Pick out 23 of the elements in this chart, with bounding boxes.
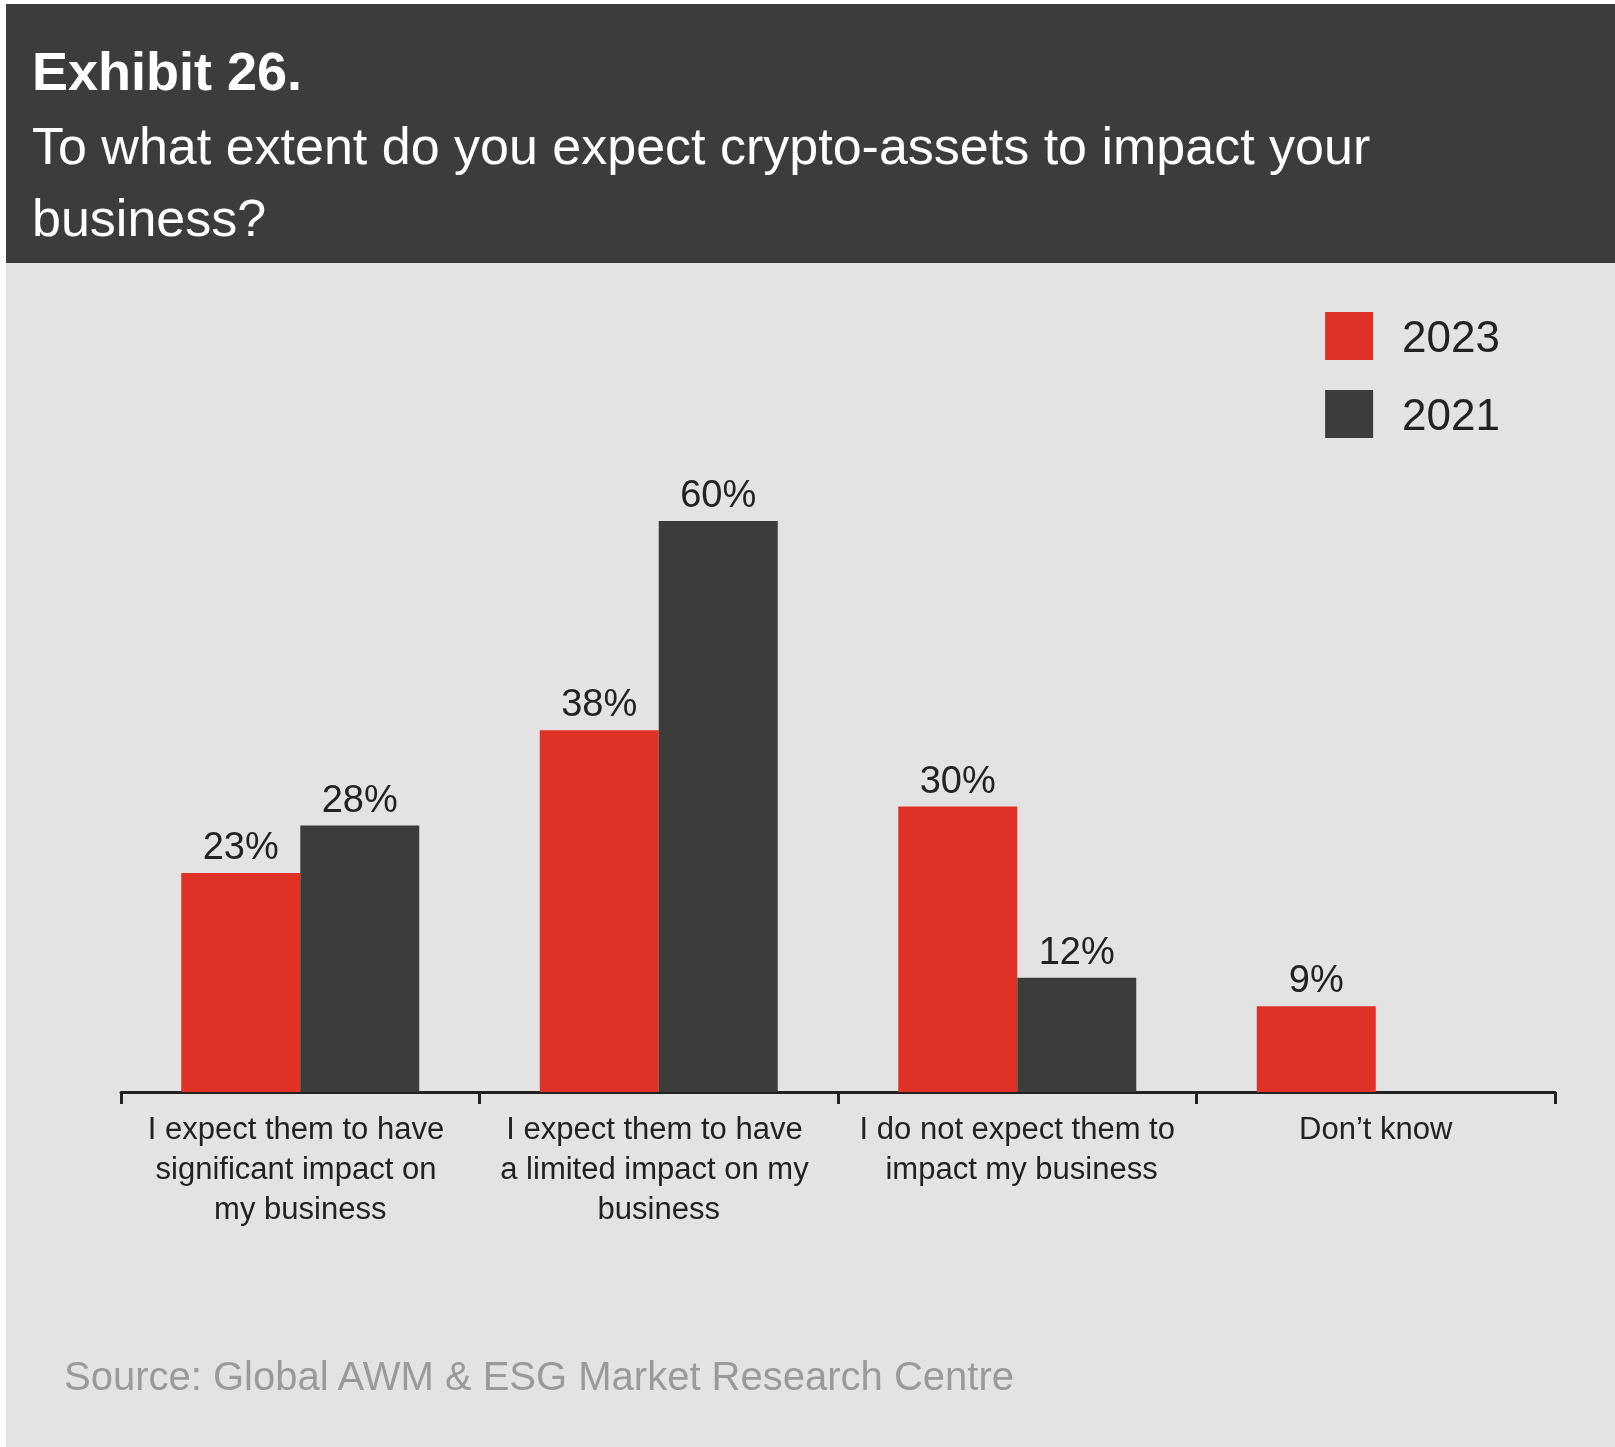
bar — [898, 806, 1018, 1092]
data-label: 12% — [1038, 929, 1115, 972]
data-label: 38% — [561, 682, 638, 725]
data-label: 23% — [202, 825, 279, 868]
data-label: 28% — [321, 777, 398, 820]
bar — [539, 730, 659, 1092]
legend-label: 2021 — [1402, 389, 1501, 439]
legend-label: 2023 — [1402, 311, 1501, 361]
data-label: 9% — [1288, 958, 1344, 1001]
bar — [1017, 977, 1137, 1092]
x-tick-label: Don’t know — [1299, 1110, 1454, 1146]
bar — [1256, 1006, 1376, 1092]
bar — [300, 825, 420, 1092]
x-tick-label: I expect them to have significant impact on my business — [147, 1110, 453, 1226]
x-tick-label: I expect them to have a limited impact on my business — [500, 1110, 818, 1226]
data-label: 60% — [680, 473, 757, 515]
bar — [658, 521, 778, 1092]
chart-subtitle: To what extent do you expect crypto-assets to impact your business? — [32, 116, 1372, 249]
source-note: Source: Global AWM & ESG Market Research Centre — [64, 1354, 1014, 1399]
data-label: 30% — [919, 758, 996, 801]
bar — [181, 873, 301, 1092]
chart-title: Exhibit 26. — [32, 40, 303, 102]
x-tick-label: I do not expect them to impact my business — [859, 1110, 1175, 1186]
